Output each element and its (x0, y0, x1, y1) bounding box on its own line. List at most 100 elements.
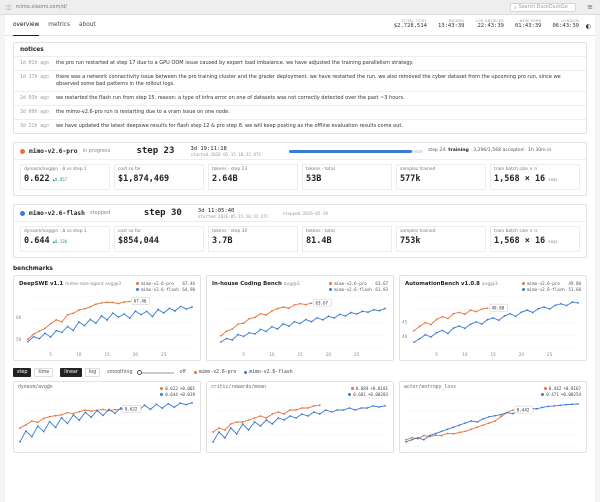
theme-toggle-icon[interactable]: ◐ (585, 23, 591, 30)
data-point (571, 301, 574, 303)
legend-item-pro[interactable]: mimo-v2.6-pro (193, 370, 236, 375)
data-point (299, 302, 302, 305)
data-point (276, 328, 279, 330)
data-point (248, 317, 251, 320)
browser-menu-icon[interactable]: ≡ (587, 3, 593, 11)
data-point (173, 406, 176, 409)
data-point (168, 307, 171, 310)
metric-plot[interactable]: 0.622 dynasm/avg@n 0.622 +0.001 0.644 +0.0… (13, 381, 201, 453)
data-point (237, 333, 239, 336)
data-point (541, 406, 544, 409)
data-point (265, 417, 268, 419)
data-point (418, 325, 421, 328)
data-point (344, 314, 347, 317)
url-text[interactable]: mimo.xiaomi.com/d/ (15, 4, 67, 10)
data-point (270, 325, 273, 328)
run-progress-text: step 24: training · 3,296/1,568 accepted… (428, 148, 552, 153)
data-point (36, 425, 39, 428)
metric-card: tokens · total 53B (302, 164, 392, 190)
browser-bar: ◫ mimo.xiaomi.com/d/ ⌕ Search DuckDuckGo… (0, 0, 600, 15)
data-point (348, 407, 351, 409)
data-point (476, 426, 479, 429)
browser-search-box[interactable]: ⌕ Search DuckDuckGo (510, 3, 576, 12)
data-point (83, 324, 86, 327)
data-point (413, 329, 415, 332)
data-point (355, 313, 358, 315)
tab-metrics[interactable]: metrics (48, 22, 70, 28)
run-current-step: step 23 (136, 146, 175, 156)
data-point (367, 311, 369, 314)
data-point (321, 318, 324, 321)
data-point (548, 308, 551, 310)
data-point (554, 304, 557, 307)
data-point (54, 426, 57, 429)
data-point (304, 318, 307, 321)
x-tick-label: 10 (76, 352, 82, 357)
data-point (499, 415, 502, 418)
data-point (310, 320, 313, 323)
data-point (49, 336, 52, 338)
plot-legend: 0.442 +0.0167 0.471 +0.00254 (541, 385, 581, 397)
metric-plot[interactable]: critic/rewards/mean 0.684 +0.0101 0.681 +0… (206, 381, 394, 453)
notice-text: the mimo-v2.6-pro run is restarting due … (56, 109, 230, 115)
tab-about[interactable]: about (78, 22, 96, 28)
data-point (161, 407, 164, 410)
benchmark-chart[interactable]: 63.67 5 10 15 20 25 In-house Coding Bench avg… (206, 275, 394, 361)
data-point (447, 317, 449, 320)
data-point (565, 403, 568, 406)
address-bar[interactable]: ◫ mimo.xiaomi.com/d/ (6, 4, 67, 11)
data-point (416, 436, 419, 439)
plot-title: dynasm/avg@n (18, 385, 53, 390)
data-point (413, 341, 415, 344)
benchmark-title: DeepSWE v1.1 mimo-swe-agent avg@3 (19, 281, 122, 287)
data-point (60, 416, 63, 419)
data-point (338, 313, 341, 316)
notices-panel: notices 1d 01h ago the pro run restarted… (13, 42, 587, 134)
series-line-flash (405, 403, 579, 443)
run-card-flash[interactable]: mimo-v2.6-flash stopped step 30 3d 11:05… (13, 204, 587, 258)
data-point (336, 409, 339, 411)
data-point (185, 308, 188, 310)
data-point (248, 331, 251, 334)
data-point (482, 417, 485, 420)
data-point (102, 408, 104, 411)
data-point (405, 438, 407, 441)
x-tick-label: 25 (354, 352, 360, 357)
smoothing-slider-handle[interactable] (136, 369, 142, 375)
metric-card: samples trained 753k (396, 226, 486, 252)
data-point (134, 310, 137, 313)
metric-plot[interactable]: 0.442 actor/entropy_loss 0.442 +0.0167 0.… (399, 381, 587, 453)
benchmark-chart[interactable]: 67.46 5 10 15 20 25 60 50 DeepSWE v1.1 mimo-swe… (13, 275, 201, 361)
data-point (458, 311, 461, 314)
data-point (191, 401, 193, 404)
data-point (384, 307, 386, 310)
data-point (25, 423, 27, 426)
scale-log-button[interactable]: log (84, 368, 101, 377)
data-point (117, 302, 120, 305)
chart-svg: 0.442 (405, 397, 579, 447)
series-line-flash (413, 301, 579, 343)
x-axis-step-button[interactable]: step (13, 368, 32, 377)
data-point (464, 422, 467, 424)
notice-text: the pro run restarted at step 17 due to … (56, 60, 414, 66)
site-info-icon[interactable]: ◫ (6, 3, 12, 11)
run-card-pro[interactable]: mimo-v2.6-pro in progress step 23 3d 19:… (13, 142, 587, 196)
benchmark-legend: mimo-v2.6-pro 63.67 mimo-v2.6-flash 61.93 (329, 280, 388, 292)
run-header: mimo-v2.6-pro in progress step 23 3d 19:… (14, 143, 586, 160)
x-axis-time-button[interactable]: time (34, 368, 54, 377)
stat-total-cost: TOTAL COST $2,728,514 (393, 18, 427, 29)
legend-item-flash[interactable]: mimo-v2.6-flash (244, 370, 293, 375)
data-point (241, 423, 244, 425)
data-point (295, 409, 297, 411)
data-point (218, 427, 220, 429)
scale-linear-button[interactable]: linear (60, 368, 82, 377)
tab-overview[interactable]: overview (13, 15, 40, 36)
data-point (464, 430, 467, 433)
chart-svg: 67.46 5 10 15 20 25 60 50 (16, 295, 193, 357)
value-callout: 67.46 (134, 299, 147, 304)
smoothing-slider[interactable] (136, 369, 174, 375)
benchmark-chart[interactable]: 49.80 5 10 15 20 25 45 40 AutomationBench v1.0.… (399, 275, 587, 361)
data-point (108, 408, 110, 411)
data-point (61, 331, 63, 334)
data-point (441, 329, 444, 332)
